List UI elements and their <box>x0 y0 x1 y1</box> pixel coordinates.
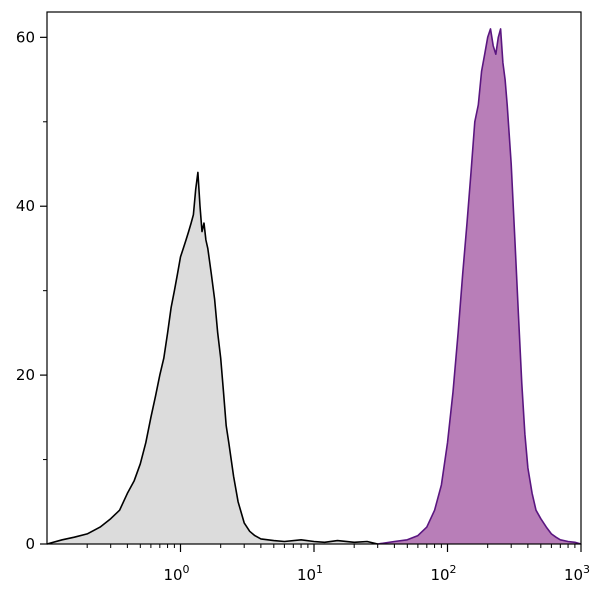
y-tick-label: 20 <box>16 366 35 384</box>
y-tick-label: 0 <box>25 535 35 553</box>
series-1-line <box>46 171 378 545</box>
x-tick-label: 100 <box>163 563 189 584</box>
y-tick-label: 40 <box>16 197 35 215</box>
series-2-area <box>377 28 581 544</box>
series-1-area <box>47 172 378 544</box>
x-tick-label: 103 <box>564 563 590 584</box>
y-axis-ticks: 0 20 40 60 <box>16 28 47 553</box>
x-tick-label: 102 <box>430 563 456 584</box>
series-layer <box>46 28 582 545</box>
series-2-line <box>377 28 582 545</box>
x-axis-ticks: 100 101 102 103 <box>86 544 590 584</box>
y-tick-label: 60 <box>16 28 35 46</box>
x-tick-label: 101 <box>297 563 323 584</box>
